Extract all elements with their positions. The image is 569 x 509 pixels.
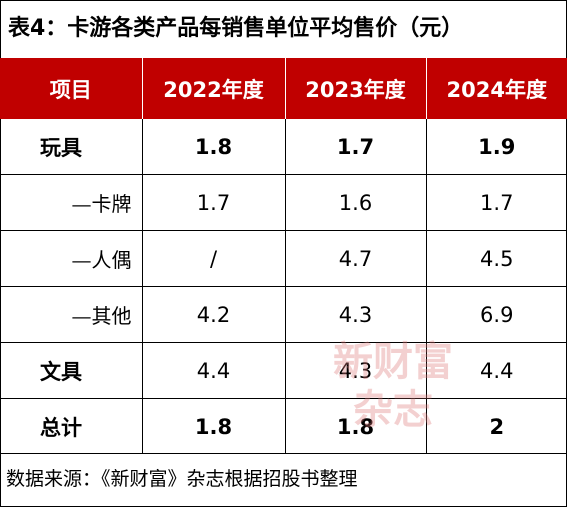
row-label: —卡牌: [0, 174, 142, 231]
cell-2022: 1.8: [141, 398, 285, 454]
table-title: 表4：卡游各类产品每销售单位平均售价（元）: [8, 16, 464, 41]
cell-2022: 4.4: [141, 342, 285, 399]
table-row: —其他 4.2 4.3 6.9: [0, 286, 567, 343]
source-note: 数据来源：《新财富》杂志根据招股书整理: [0, 453, 567, 507]
cell-2024: 1.9: [425, 119, 567, 175]
header-2024: 2024年度: [425, 58, 567, 119]
table-row: —人偶 / 4.7 4.5: [0, 230, 567, 287]
cell-2023: 1.8: [284, 398, 426, 454]
cell-2022: /: [141, 230, 285, 287]
price-table: 项目 2022年度 2023年度 2024年度 玩具 1.8 1.7 1.9 —…: [0, 58, 567, 454]
table-row: 总计 1.8 1.8 2: [0, 398, 567, 454]
header-2023: 2023年度: [284, 58, 426, 119]
row-label: 文具: [0, 342, 142, 399]
cell-2024: 2: [425, 398, 567, 454]
cell-2023: 4.3: [284, 342, 426, 399]
row-label: —其他: [0, 286, 142, 343]
table-row: —卡牌 1.7 1.6 1.7: [0, 174, 567, 231]
header-row: 项目 2022年度 2023年度 2024年度: [0, 58, 567, 119]
cell-2023: 1.7: [284, 119, 426, 175]
header-2022: 2022年度: [141, 58, 285, 119]
cell-2023: 4.7: [284, 230, 426, 287]
cell-2024: 6.9: [425, 286, 567, 343]
row-label: 总计: [0, 398, 142, 454]
header-item: 项目: [0, 58, 142, 119]
row-label: 玩具: [40, 135, 82, 160]
cell-2023: 1.6: [284, 174, 426, 231]
cell-2022: 1.7: [141, 174, 285, 231]
cell-2024: 1.7: [425, 174, 567, 231]
table-row: 玩具 1.8 1.7 1.9: [0, 119, 567, 175]
cell-2024: 4.5: [425, 230, 567, 287]
table-row: 文具 4.4 4.3 4.4: [0, 342, 567, 399]
cell-2023: 4.3: [284, 286, 426, 343]
cell-2024: 4.4: [425, 342, 567, 399]
row-label: —人偶: [0, 230, 142, 287]
cell-2022: 4.2: [141, 286, 285, 343]
cell-2022: 1.8: [141, 119, 285, 175]
